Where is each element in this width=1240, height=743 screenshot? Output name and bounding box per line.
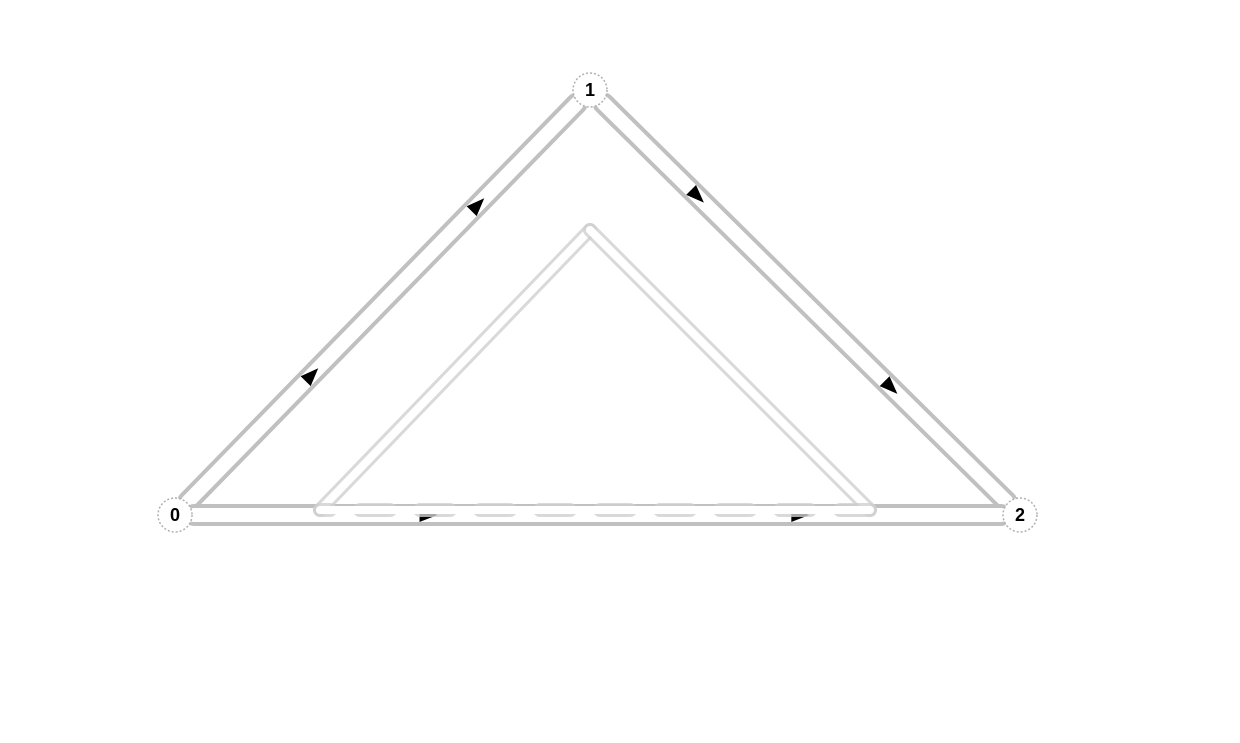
node-2: 2 xyxy=(1003,498,1037,532)
node-1: 1 xyxy=(573,73,607,107)
node-label-2: 2 xyxy=(1015,505,1025,525)
node-0: 0 xyxy=(158,498,192,532)
node-label-1: 1 xyxy=(585,80,595,100)
graph-diagram: 0 1 2 xyxy=(0,0,1240,743)
node-label-0: 0 xyxy=(170,505,180,525)
